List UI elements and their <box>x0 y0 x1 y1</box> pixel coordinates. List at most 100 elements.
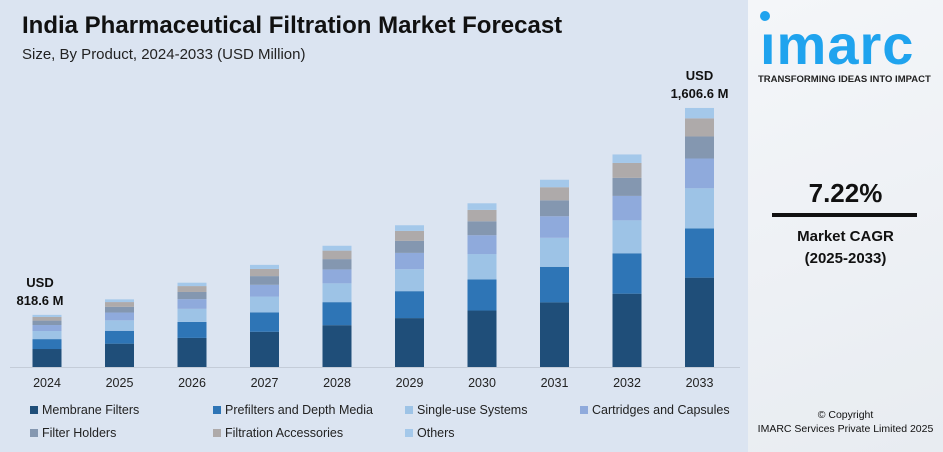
bar-segment-filter-holders-2028 <box>322 259 352 270</box>
bar-segment-filter-holders-2026 <box>177 291 207 300</box>
x-tick-label: 2029 <box>396 376 424 390</box>
bar-segment-filtration-accessories-2029 <box>395 230 424 241</box>
info-panel: ımarc TRANSFORMING IDEAS INTO IMPACT 7.2… <box>748 0 943 452</box>
x-tick-label: 2026 <box>178 376 206 390</box>
legend-swatch <box>580 406 588 414</box>
bar-segment-single-use-systems-2030 <box>467 254 497 280</box>
bar-segment-cartridges-and-capsules-2026 <box>177 299 207 309</box>
bar-segment-prefilters-and-depth-media-2026 <box>177 321 207 338</box>
legend-swatch <box>405 429 413 437</box>
bar-segment-filtration-accessories-2025 <box>105 302 134 307</box>
bar-segment-prefilters-and-depth-media-2027 <box>250 312 279 332</box>
legend-label: Filter Holders <box>42 426 117 440</box>
total-annotation: USD <box>686 68 713 83</box>
bar-segment-membrane-filters-2031 <box>540 302 569 367</box>
total-annotation: 818.6 M <box>17 293 64 308</box>
bar-segment-prefilters-and-depth-media-2030 <box>467 279 497 311</box>
total-annotation: 1,606.6 M <box>671 86 729 101</box>
total-annotation: USD <box>26 275 53 290</box>
bar-segment-filtration-accessories-2028 <box>322 250 352 260</box>
bar-segment-single-use-systems-2028 <box>322 283 352 303</box>
x-tick-label: 2025 <box>106 376 134 390</box>
bar-segment-filtration-accessories-2030 <box>467 209 497 222</box>
legend-label: Membrane Filters <box>42 403 140 417</box>
x-tick-label: 2027 <box>251 376 279 390</box>
bar-segment-others-2028 <box>322 245 352 251</box>
legend-item: Cartridges and Capsules <box>580 403 730 417</box>
chart-subtitle: Size, By Product, 2024-2033 (USD Million… <box>22 46 306 63</box>
x-tick-label: 2024 <box>33 376 61 390</box>
bar-segment-filter-holders-2030 <box>467 221 497 236</box>
bar-segment-filtration-accessories-2031 <box>540 187 569 201</box>
divider <box>772 213 917 217</box>
legend-swatch <box>30 406 38 414</box>
legend-swatch <box>405 406 413 414</box>
bar-segment-prefilters-and-depth-media-2029 <box>395 291 424 319</box>
bar-segment-membrane-filters-2026 <box>177 337 207 367</box>
x-tick-label: 2033 <box>686 376 714 390</box>
bar-segment-membrane-filters-2032 <box>612 293 642 367</box>
legend-item: Prefilters and Depth Media <box>213 403 373 417</box>
bar-segment-membrane-filters-2027 <box>250 331 279 367</box>
bar-segment-filtration-accessories-2027 <box>250 268 279 277</box>
bar-segment-prefilters-and-depth-media-2025 <box>105 330 134 344</box>
bar-segment-filter-holders-2031 <box>540 200 569 217</box>
bar-segment-others-2030 <box>467 203 497 210</box>
bar-segment-others-2026 <box>177 282 207 287</box>
legend-item: Single-use Systems <box>405 403 527 417</box>
bar-segment-cartridges-and-capsules-2028 <box>322 269 352 284</box>
imarc-logo: ımarc <box>760 13 915 76</box>
bar-segment-filter-holders-2027 <box>250 276 279 285</box>
bar-segment-filter-holders-2032 <box>612 177 642 196</box>
bar-segment-cartridges-and-capsules-2033 <box>685 158 714 189</box>
bar-segment-others-2025 <box>105 299 134 303</box>
cagr-label-text: Market CAGR <box>797 228 894 245</box>
chart-title: India Pharmaceutical Filtration Market F… <box>22 12 563 39</box>
copyright: © Copyright IMARC Services Private Limit… <box>748 408 943 436</box>
bar-segment-cartridges-and-capsules-2031 <box>540 216 569 238</box>
x-tick-label: 2032 <box>613 376 641 390</box>
bar-segment-others-2027 <box>250 264 279 269</box>
x-tick-label: 2030 <box>468 376 496 390</box>
bar-segment-filter-holders-2033 <box>685 136 714 159</box>
logo-dot-icon <box>760 11 770 21</box>
x-tick-label: 2031 <box>541 376 569 390</box>
bar-segment-single-use-systems-2026 <box>177 308 207 322</box>
bar-segment-filter-holders-2024 <box>32 320 62 326</box>
copyright-line2: IMARC Services Private Limited 2025 <box>757 423 934 435</box>
bar-segment-prefilters-and-depth-media-2024 <box>32 339 62 350</box>
bar-segment-cartridges-and-capsules-2030 <box>467 235 497 255</box>
legend-label: Prefilters and Depth Media <box>225 403 373 417</box>
legend-swatch <box>213 406 221 414</box>
legend-item: Filtration Accessories <box>213 426 343 440</box>
bar-segment-filtration-accessories-2033 <box>685 118 714 137</box>
legend-label: Filtration Accessories <box>225 426 344 440</box>
stacked-bar-chart: 2024 USD 818.6 M 2025 2026 2027 2028 2029 2030 20… <box>10 68 740 390</box>
legend-label: Single-use Systems <box>417 403 528 417</box>
bar-segment-single-use-systems-2027 <box>250 296 279 313</box>
chart-panel: 2024 USD 818.6 M 2025 2026 2027 2028 2029 2030 20… <box>10 12 740 440</box>
bar-segment-membrane-filters-2030 <box>467 310 497 367</box>
bar-segment-single-use-systems-2033 <box>685 188 714 229</box>
legend-item: Others <box>405 426 455 440</box>
bar-segment-membrane-filters-2024 <box>32 349 62 367</box>
bar-segment-cartridges-and-capsules-2032 <box>612 195 642 221</box>
bar-segment-membrane-filters-2033 <box>685 277 714 367</box>
bar-segment-prefilters-and-depth-media-2031 <box>540 266 569 303</box>
bar-segment-prefilters-and-depth-media-2028 <box>322 302 352 326</box>
bar-segment-others-2032 <box>612 154 642 163</box>
bar-segment-single-use-systems-2029 <box>395 269 424 292</box>
copyright-line1: © Copyright <box>817 409 874 421</box>
legend-item: Membrane Filters <box>30 403 139 417</box>
bar-segment-cartridges-and-capsules-2025 <box>105 312 134 321</box>
legend-swatch <box>30 429 38 437</box>
x-tick-label: 2028 <box>323 376 351 390</box>
legend-item: Filter Holders <box>30 426 116 440</box>
bar-segment-prefilters-and-depth-media-2032 <box>612 253 642 294</box>
bar-segment-others-2029 <box>395 225 424 231</box>
bar-segment-prefilters-and-depth-media-2033 <box>685 228 714 278</box>
bar-segment-single-use-systems-2031 <box>540 237 569 267</box>
bar-segment-cartridges-and-capsules-2024 <box>32 325 62 332</box>
bar-segment-membrane-filters-2025 <box>105 343 134 367</box>
bar-segment-membrane-filters-2028 <box>322 325 352 367</box>
